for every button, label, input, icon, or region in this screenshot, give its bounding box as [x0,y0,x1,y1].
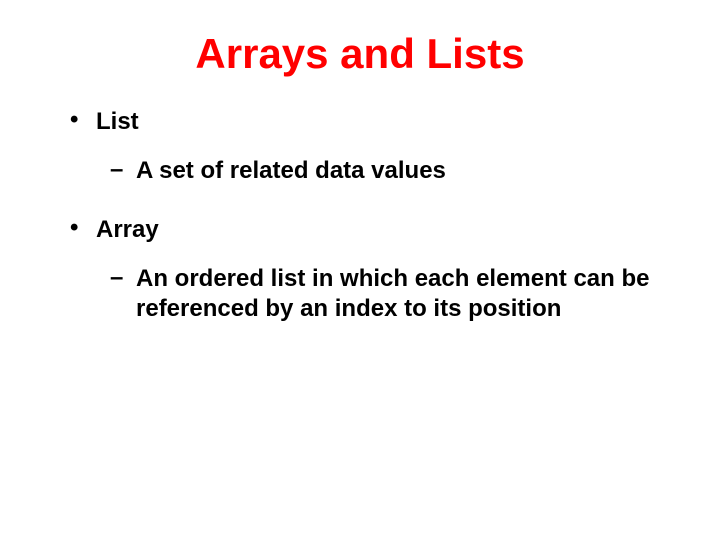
dash-icon: – [110,264,136,292]
list-item: • Array [70,216,660,244]
bullet-icon: • [70,108,96,132]
slide: Arrays and Lists • List – A set of relat… [0,0,720,540]
list-item-label: Array [96,216,660,244]
list-subitem: – An ordered list in which each element … [110,264,660,324]
list-subitem-text: A set of related data values [136,156,660,186]
list-subitem: – A set of related data values [110,156,660,186]
list-item-label: List [96,108,660,136]
list-item: • List [70,108,660,136]
slide-title: Arrays and Lists [60,30,660,78]
bullet-icon: • [70,216,96,240]
list-subitem-text: An ordered list in which each element ca… [136,264,660,324]
dash-icon: – [110,156,136,184]
